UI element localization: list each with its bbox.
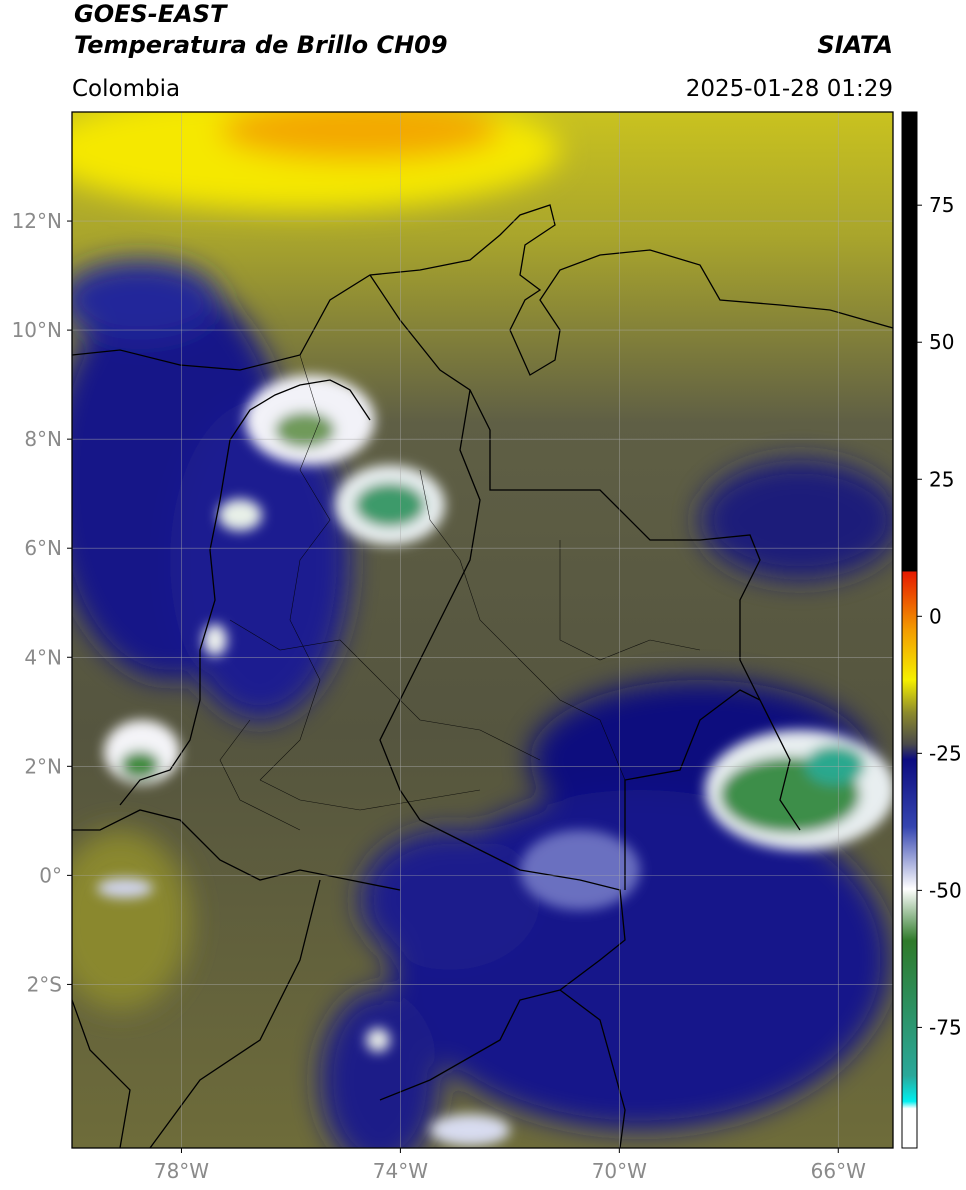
title: GOES-EAST	[74, 0, 228, 28]
satellite-image	[72, 112, 893, 1148]
lon-tick-label: 66°W	[811, 1159, 866, 1183]
region: Colombia	[72, 76, 180, 102]
lat-tick-label: 12°N	[12, 209, 62, 233]
colorbar-tick-label: 75	[929, 193, 954, 217]
subtitle: Temperatura de Brillo CH09	[74, 31, 448, 59]
lat-tick-label: 8°N	[24, 427, 62, 451]
source: SIATA	[817, 31, 893, 59]
colorbar-tick-label: -75	[929, 1015, 962, 1039]
lat-tick-label: 10°N	[12, 318, 62, 342]
colorbar-tick-label: -50	[929, 878, 962, 902]
colorbar-tick-label: -25	[929, 741, 962, 765]
datetime: 2025-01-28 01:29	[686, 76, 893, 102]
lon-tick-label: 74°W	[373, 1159, 428, 1183]
colorbar-tick-label: 0	[929, 604, 942, 628]
colorbar-tick-label: 50	[929, 330, 954, 354]
lat-tick-label: 6°N	[24, 536, 62, 560]
lat-tick-label: 4°N	[24, 645, 62, 669]
lat-tick-label: 2°N	[24, 754, 62, 778]
colorbar-tick-label: 25	[929, 467, 954, 491]
lat-tick-label: 0°	[39, 863, 62, 887]
map-frame	[71, 111, 894, 1149]
lat-tick-label: 2°S	[27, 972, 62, 996]
lon-tick-label: 78°W	[154, 1159, 209, 1183]
lon-tick-label: 70°W	[592, 1159, 647, 1183]
colorbar	[901, 111, 918, 1149]
